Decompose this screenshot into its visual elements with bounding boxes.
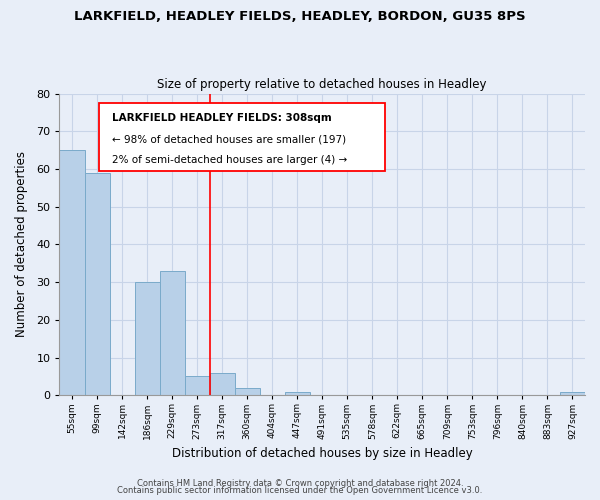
Text: LARKFIELD, HEADLEY FIELDS, HEADLEY, BORDON, GU35 8PS: LARKFIELD, HEADLEY FIELDS, HEADLEY, BORD… xyxy=(74,10,526,23)
Bar xyxy=(160,271,185,396)
Bar xyxy=(285,392,310,396)
Text: LARKFIELD HEADLEY FIELDS: 308sqm: LARKFIELD HEADLEY FIELDS: 308sqm xyxy=(112,113,332,123)
Bar xyxy=(59,150,85,396)
Bar xyxy=(134,282,160,396)
Bar xyxy=(235,388,260,396)
Text: ← 98% of detached houses are smaller (197): ← 98% of detached houses are smaller (19… xyxy=(112,134,346,144)
FancyBboxPatch shape xyxy=(99,102,385,170)
Bar xyxy=(185,376,209,396)
Bar xyxy=(560,392,585,396)
X-axis label: Distribution of detached houses by size in Headley: Distribution of detached houses by size … xyxy=(172,447,473,460)
Y-axis label: Number of detached properties: Number of detached properties xyxy=(15,152,28,338)
Bar xyxy=(209,372,235,396)
Title: Size of property relative to detached houses in Headley: Size of property relative to detached ho… xyxy=(157,78,487,91)
Bar xyxy=(85,173,110,396)
Text: Contains public sector information licensed under the Open Government Licence v3: Contains public sector information licen… xyxy=(118,486,482,495)
Text: Contains HM Land Registry data © Crown copyright and database right 2024.: Contains HM Land Registry data © Crown c… xyxy=(137,478,463,488)
Text: 2% of semi-detached houses are larger (4) →: 2% of semi-detached houses are larger (4… xyxy=(112,156,347,166)
